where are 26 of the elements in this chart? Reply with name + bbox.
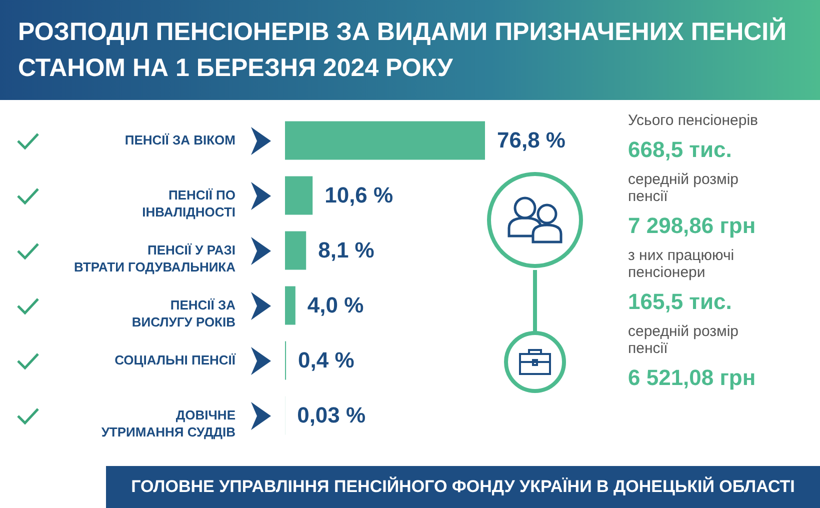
- y-tick-label: ПЕНСІЇ ПО ІНВАЛІДНОСТІ: [142, 188, 236, 220]
- bar: [285, 176, 313, 215]
- y-tick-label: ПЕНСІЇ ЗА ВІКОМ: [124, 132, 236, 148]
- bar: [285, 286, 296, 325]
- text: Усього пенсіонерів: [628, 112, 760, 129]
- text: середній розмір пенсії: [628, 171, 740, 205]
- y-tick-label: ПЕНСІЇ ЗА ВИСЛУГУ РОКІВ: [132, 298, 236, 330]
- text: з них працюючі пенсіонери: [628, 247, 736, 281]
- bar: [285, 121, 485, 160]
- data-label: 0,4 %: [298, 348, 354, 372]
- data-label: 76,8 %: [497, 128, 566, 152]
- y-tick-label: ДОВІЧНЕ УТРИМАННЯ СУДДІВ: [101, 408, 236, 440]
- data-label: 4,0 %: [307, 292, 364, 318]
- data-label: 10,6 %: [324, 182, 394, 208]
- text: 6 521,08 грн: [628, 365, 757, 391]
- text: середній розмір пенсії: [628, 323, 740, 357]
- text: 7 298,86 грн: [628, 213, 757, 239]
- text: 668,5 тис.: [628, 137, 733, 163]
- text: 165,5 тис.: [628, 289, 733, 315]
- text: ГОЛОВНЕ УПРАВЛІННЯ ПЕНСІЙНОГО ФОНДУ УКРАЇНИ В ДОНЕЦЬКІЙ ОБЛАСТІ: [106, 466, 820, 508]
- bar: [285, 231, 306, 270]
- chart-title: РОЗПОДІЛ ПЕНСІОНЕРІВ ЗА ВИДАМИ ПРИЗНАЧЕНИХ ПЕНСІЙ СТАНОМ НА 1 БЕРЕЗНЯ 2024 РОКУ: [18, 16, 788, 84]
- y-tick-label: СОЦІАЛЬНІ ПЕНСІЇ: [114, 352, 236, 368]
- data-label: 0,03 %: [297, 402, 366, 428]
- data-label: 8,1 %: [318, 238, 374, 262]
- y-tick-label: ПЕНСІЇ У РАЗІ ВТРАТИ ГОДУВАЛЬНИКА: [74, 242, 236, 274]
